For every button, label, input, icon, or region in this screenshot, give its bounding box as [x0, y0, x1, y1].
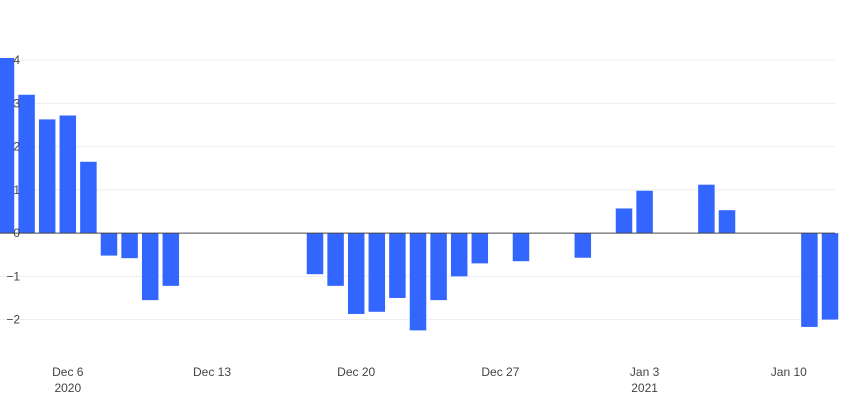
y-axis-ticks: −2 −1 0 1 2 3 4: [6, 53, 20, 326]
bar: [59, 115, 77, 234]
bar: [574, 233, 592, 258]
bar: [821, 233, 839, 320]
x-tick-label: Dec 20: [337, 365, 375, 379]
bar: [471, 233, 489, 264]
bar: [347, 233, 365, 314]
bar: [698, 184, 715, 234]
x-axis-ticks: Dec 6 2020 Dec 13 Dec 20 Dec 27 Jan 3 2021 Jan …: [52, 365, 807, 395]
bar: [18, 94, 35, 234]
x-tick-label: Jan 10: [771, 365, 807, 379]
bar: [450, 233, 468, 277]
bar: [368, 233, 386, 312]
bar: [718, 210, 736, 234]
bar: [141, 233, 159, 301]
bar: [327, 233, 344, 286]
bar: [636, 190, 653, 234]
bar: [389, 233, 406, 298]
x-tick-label: Jan 3: [630, 365, 660, 379]
y-tick-label: −1: [6, 269, 20, 283]
x-tick-label: Dec 27: [481, 365, 519, 379]
y-tick-label: −2: [6, 313, 20, 327]
x-tick-label: Dec 13: [193, 365, 231, 379]
bar: [100, 233, 118, 256]
y-tick-label: 4: [13, 53, 20, 67]
bar: [409, 233, 427, 331]
y-tick-label: 2: [13, 140, 20, 154]
y-tick-label: 1: [13, 183, 20, 197]
bar: [121, 233, 138, 259]
bar: [615, 208, 633, 234]
x-tick-label: Dec 6: [52, 365, 84, 379]
bar: [162, 233, 180, 286]
bar: [306, 233, 324, 275]
bar: [0, 58, 15, 234]
bar: [430, 233, 447, 301]
y-tick-label: 3: [13, 96, 20, 110]
x-tick-year-label: 2021: [631, 381, 658, 395]
gridlines: [0, 59, 835, 321]
bar: [512, 233, 530, 262]
x-tick-year-label: 2020: [54, 381, 81, 395]
bar: [801, 233, 818, 327]
bars: [0, 58, 839, 331]
bar: [38, 119, 56, 234]
bar: [80, 161, 97, 234]
y-tick-label: 0: [13, 226, 20, 240]
